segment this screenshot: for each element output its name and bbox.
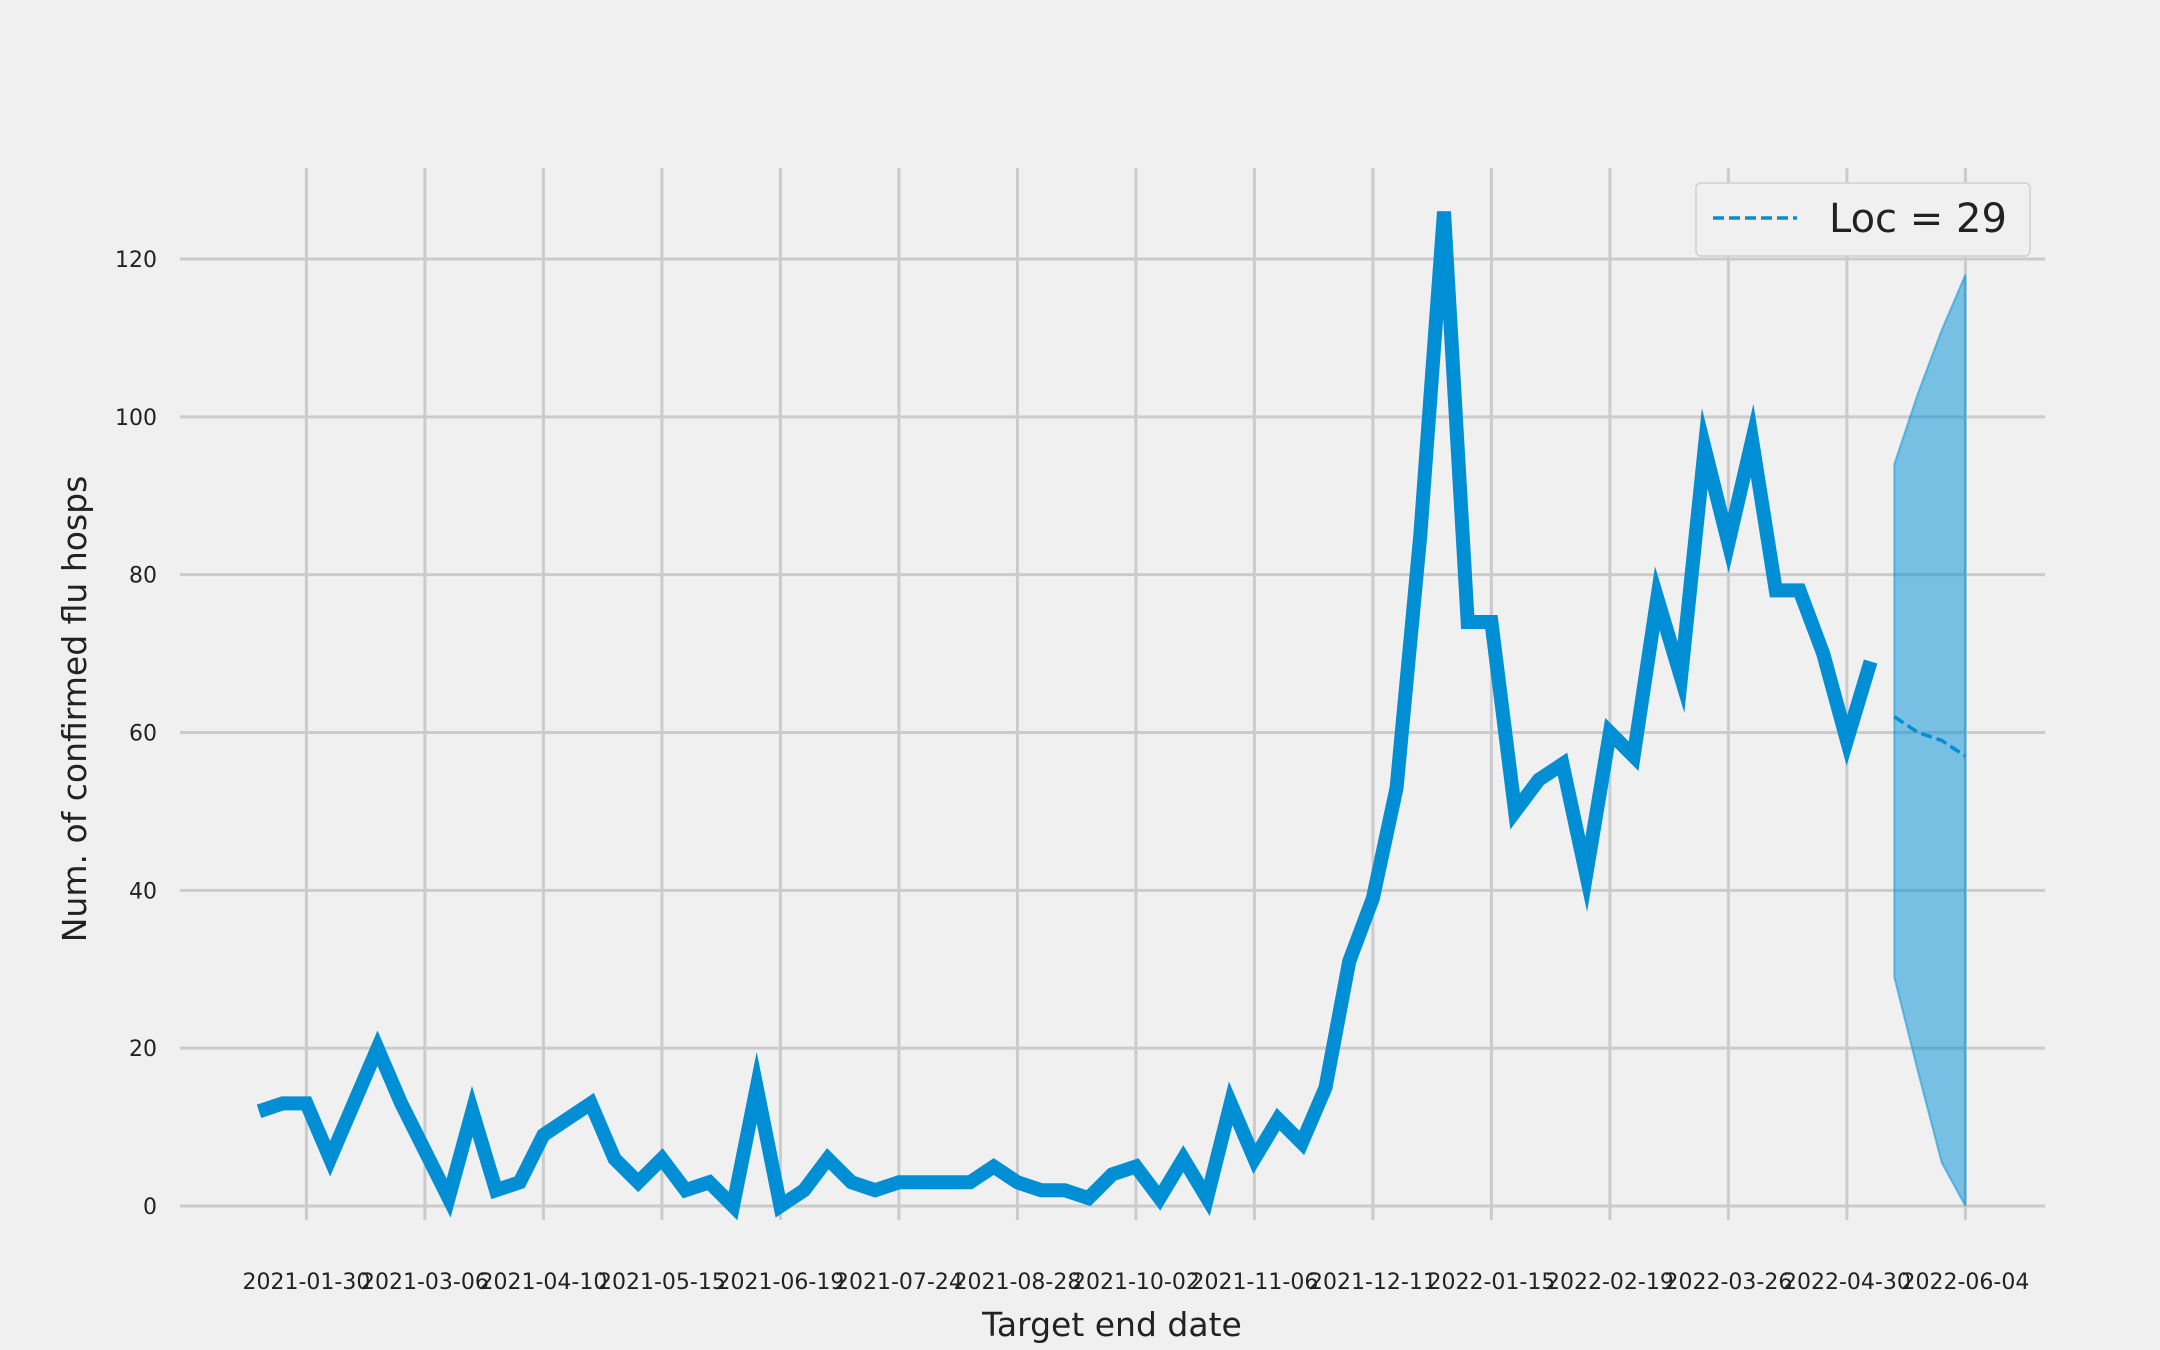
x-tick-label: 2021-01-30 <box>242 1270 370 1295</box>
y-tick-label: 120 <box>115 248 157 273</box>
legend-box <box>1695 182 2031 257</box>
forecast-interval-band <box>1893 274 1967 1207</box>
x-tick-labels: 2021-01-302021-03-062021-04-102021-05-15… <box>242 1270 2029 1295</box>
forecast-median-line <box>1893 715 1967 758</box>
x-tick-label: 2021-05-15 <box>598 1270 726 1295</box>
x-tick-label: 2021-10-02 <box>1072 1270 1200 1295</box>
observed-series-line <box>256 211 1878 1221</box>
y-tick-labels: 0 20 40 60 80 100 120 <box>115 248 157 1220</box>
y-tick-label: 80 <box>129 564 157 589</box>
x-tick-label: 2022-02-19 <box>1546 1270 1674 1295</box>
x-tick-label: 2022-06-04 <box>1901 1270 2029 1295</box>
x-axis-label: Target end date <box>981 1305 1242 1344</box>
y-axis-label: Num. of confirmed flu hosps <box>55 476 94 943</box>
x-tick-label: 2021-04-10 <box>479 1270 607 1295</box>
x-tick-label: 2022-01-15 <box>1427 1270 1555 1295</box>
forecast-band-layer <box>1893 274 1967 1207</box>
y-tick-label: 0 <box>143 1195 157 1220</box>
legend: Loc = 29 <box>1695 182 2031 257</box>
x-tick-label: 2022-04-30 <box>1783 1270 1911 1295</box>
x-tick-label: 2021-11-06 <box>1190 1270 1318 1295</box>
series-line-layer <box>256 211 1967 1221</box>
x-tick-label: 2021-08-28 <box>953 1270 1081 1295</box>
x-tick-label: 2022-03-26 <box>1664 1270 1792 1295</box>
legend-label: Loc = 29 <box>1829 196 2007 242</box>
y-tick-label: 20 <box>129 1037 157 1062</box>
x-tick-label: 2021-03-06 <box>361 1270 489 1295</box>
y-tick-label: 100 <box>115 406 157 431</box>
y-tick-label: 40 <box>129 879 157 904</box>
x-tick-label: 2021-07-24 <box>835 1270 963 1295</box>
x-tick-label: 2021-06-19 <box>716 1270 844 1295</box>
y-tick-label: 60 <box>129 722 157 747</box>
x-tick-label: 2021-12-11 <box>1309 1270 1437 1295</box>
